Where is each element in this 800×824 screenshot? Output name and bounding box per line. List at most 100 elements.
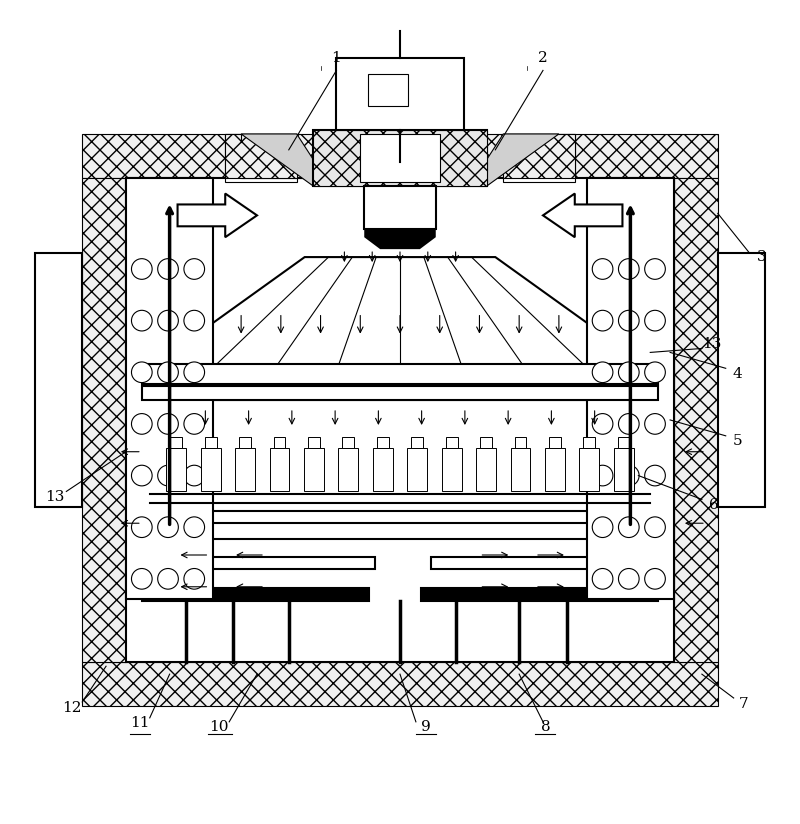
Circle shape xyxy=(645,466,666,486)
Circle shape xyxy=(158,259,178,279)
Circle shape xyxy=(645,362,666,382)
Bar xyxy=(514,437,526,447)
Text: 5: 5 xyxy=(733,434,742,448)
Polygon shape xyxy=(543,194,622,237)
Bar xyxy=(360,134,440,181)
Bar xyxy=(142,400,658,512)
Bar xyxy=(579,447,599,491)
Text: 6: 6 xyxy=(709,498,718,512)
Circle shape xyxy=(645,569,666,589)
Circle shape xyxy=(184,259,205,279)
Circle shape xyxy=(184,414,205,434)
Text: 10: 10 xyxy=(209,720,229,734)
Bar xyxy=(476,447,496,491)
Polygon shape xyxy=(150,257,650,368)
Text: 9: 9 xyxy=(422,720,431,734)
Circle shape xyxy=(645,517,666,537)
Bar xyxy=(235,447,255,491)
Bar xyxy=(480,437,492,447)
Bar xyxy=(142,386,658,400)
Bar xyxy=(364,185,436,229)
Bar xyxy=(510,447,530,491)
Circle shape xyxy=(158,517,178,537)
Circle shape xyxy=(131,311,152,331)
Bar xyxy=(304,447,324,491)
Bar xyxy=(313,130,487,185)
Text: 2: 2 xyxy=(538,51,548,65)
Polygon shape xyxy=(241,134,330,185)
Text: 7: 7 xyxy=(739,696,749,710)
Bar xyxy=(270,447,290,491)
Circle shape xyxy=(592,517,613,537)
Bar xyxy=(442,447,462,491)
Circle shape xyxy=(592,569,613,589)
Bar xyxy=(549,437,561,447)
Circle shape xyxy=(158,466,178,486)
Text: 13: 13 xyxy=(45,490,64,504)
Bar xyxy=(614,447,634,491)
Circle shape xyxy=(158,362,178,382)
Circle shape xyxy=(131,362,152,382)
Bar xyxy=(226,134,297,178)
Text: 8: 8 xyxy=(541,720,550,734)
Bar xyxy=(373,447,393,491)
Bar xyxy=(674,178,718,662)
Circle shape xyxy=(618,569,639,589)
Text: 4: 4 xyxy=(733,367,742,381)
Bar xyxy=(82,178,126,662)
Bar xyxy=(82,134,718,178)
Circle shape xyxy=(645,259,666,279)
Text: 1: 1 xyxy=(331,51,342,65)
Bar xyxy=(126,178,674,662)
Bar xyxy=(308,437,320,447)
Circle shape xyxy=(592,259,613,279)
Circle shape xyxy=(618,517,639,537)
Bar xyxy=(82,662,718,706)
Polygon shape xyxy=(470,134,559,185)
Bar xyxy=(377,437,389,447)
Bar xyxy=(411,437,423,447)
Bar xyxy=(34,253,82,508)
Bar xyxy=(226,134,297,181)
Circle shape xyxy=(131,569,152,589)
Bar xyxy=(142,588,369,601)
Bar xyxy=(201,447,221,491)
Circle shape xyxy=(645,414,666,434)
Circle shape xyxy=(131,259,152,279)
Text: 12: 12 xyxy=(62,700,82,714)
Bar xyxy=(205,437,217,447)
Bar xyxy=(718,253,766,508)
Bar xyxy=(431,556,648,569)
Bar xyxy=(274,437,286,447)
Circle shape xyxy=(618,414,639,434)
Bar xyxy=(170,437,182,447)
Circle shape xyxy=(158,311,178,331)
Circle shape xyxy=(618,311,639,331)
Bar xyxy=(545,447,565,491)
Bar xyxy=(421,588,658,601)
Polygon shape xyxy=(178,194,257,237)
Polygon shape xyxy=(364,229,436,249)
Bar xyxy=(503,134,574,181)
Bar xyxy=(142,523,658,539)
Circle shape xyxy=(592,466,613,486)
Bar xyxy=(342,437,354,447)
Bar xyxy=(446,437,458,447)
Circle shape xyxy=(131,517,152,537)
Bar xyxy=(142,364,658,384)
Circle shape xyxy=(592,414,613,434)
Bar xyxy=(126,178,214,599)
Bar xyxy=(407,447,427,491)
Circle shape xyxy=(184,311,205,331)
Circle shape xyxy=(618,259,639,279)
Bar xyxy=(239,437,251,447)
Bar xyxy=(503,134,574,178)
Circle shape xyxy=(131,466,152,486)
Circle shape xyxy=(645,311,666,331)
Circle shape xyxy=(618,466,639,486)
Circle shape xyxy=(592,362,613,382)
Bar xyxy=(618,437,630,447)
Bar xyxy=(313,130,487,185)
Bar xyxy=(337,59,463,130)
Bar xyxy=(158,556,374,569)
